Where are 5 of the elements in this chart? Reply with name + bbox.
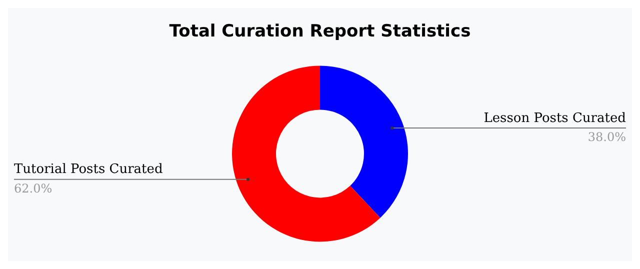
- chart-title: Total Curation Report Statistics: [169, 22, 471, 42]
- data-label: 62.0%: [14, 181, 52, 196]
- data-label: 38.0%: [588, 130, 626, 144]
- slice-label: Tutorial Posts Curated: [14, 162, 163, 178]
- slice-label: Lesson Posts Curated: [484, 110, 626, 126]
